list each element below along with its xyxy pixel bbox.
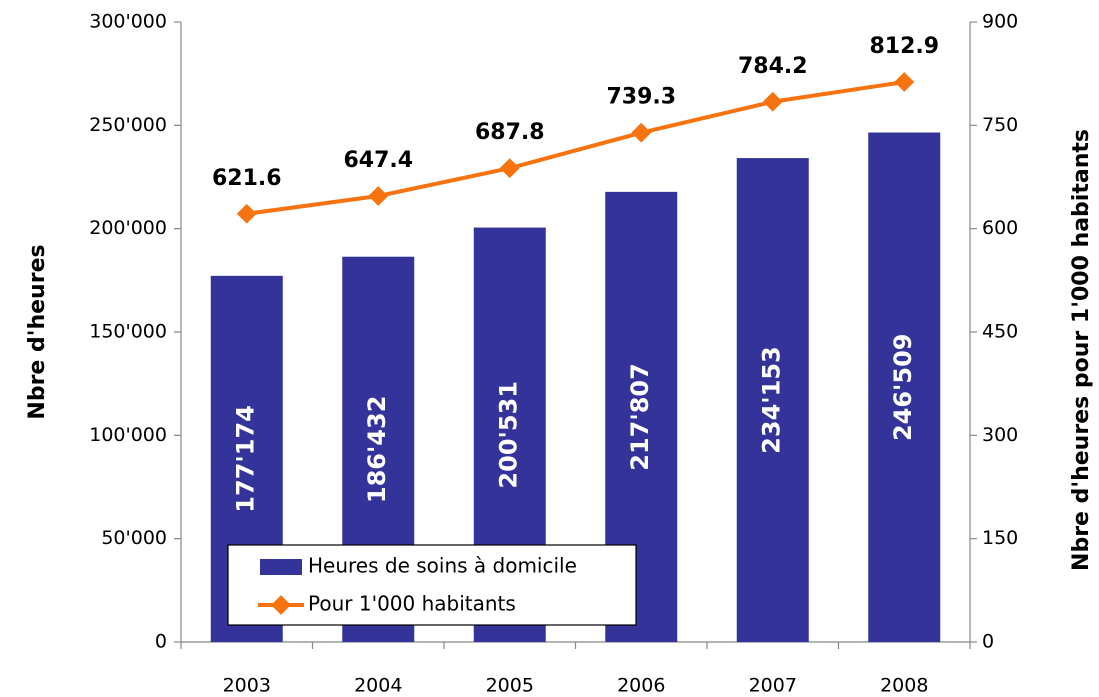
y2-tick-label: 150 [982,527,1018,549]
x-tick-label: 2007 [749,675,797,697]
x-tick-label: 2008 [880,675,928,697]
line-value-label: 812.9 [869,34,939,59]
y-tick-label: 100'000 [89,424,167,446]
line-value-label: 621.6 [212,166,282,191]
line-marker [236,203,257,224]
y-tick-label: 0 [155,631,167,653]
y-tick-label: 150'000 [89,321,167,343]
y-tick-label: 50'000 [101,527,167,549]
y-axis-label: Nbre d'heures [25,244,50,419]
bar-value-label: 186'432 [363,396,391,504]
line-marker [368,186,389,206]
y-tick-label: 300'000 [89,11,167,33]
bar-value-label: 234'153 [758,346,786,454]
line-marker [894,72,915,92]
x-tick-label: 2003 [223,675,271,697]
legend-box [227,544,637,626]
y2-tick-label: 900 [982,11,1018,33]
y2-tick-label: 450 [982,321,1018,343]
line-value-label: 687.8 [475,120,545,145]
y-tick-label: 200'000 [89,217,167,239]
line-marker [631,122,652,143]
bar [868,132,941,642]
line-marker [762,91,783,112]
y-tick-label: 250'000 [89,114,167,136]
y2-tick-label: 600 [982,217,1018,239]
bar [736,158,809,642]
line-value-label: 647.4 [343,148,413,173]
bar-value-label: 217'807 [626,363,654,471]
bar-value-label: 200'531 [495,381,523,489]
legend-swatch [271,595,291,615]
x-tick-label: 2006 [617,675,665,697]
line [246,80,905,216]
legend-swatch [260,559,302,575]
legend-label: Pour 1'000 habitants [308,592,516,616]
bar-value-label: 177'174 [232,405,260,513]
line-marker [499,158,520,179]
y2-tick-label: 750 [982,114,1018,136]
x-tick-label: 2005 [486,675,534,697]
line-value-label: 739.3 [606,85,676,110]
bar-value-label: 246'509 [889,334,917,442]
legend-label: Heures de soins à domicile [308,554,577,578]
x-tick-label: 2004 [354,675,402,697]
y2-tick-label: 300 [982,424,1018,446]
y2-tick-label: 0 [982,631,994,653]
y2-axis-label: Nbre d'heures pour 1'000 habitants [1069,129,1094,571]
line-value-label: 784.2 [738,54,808,79]
